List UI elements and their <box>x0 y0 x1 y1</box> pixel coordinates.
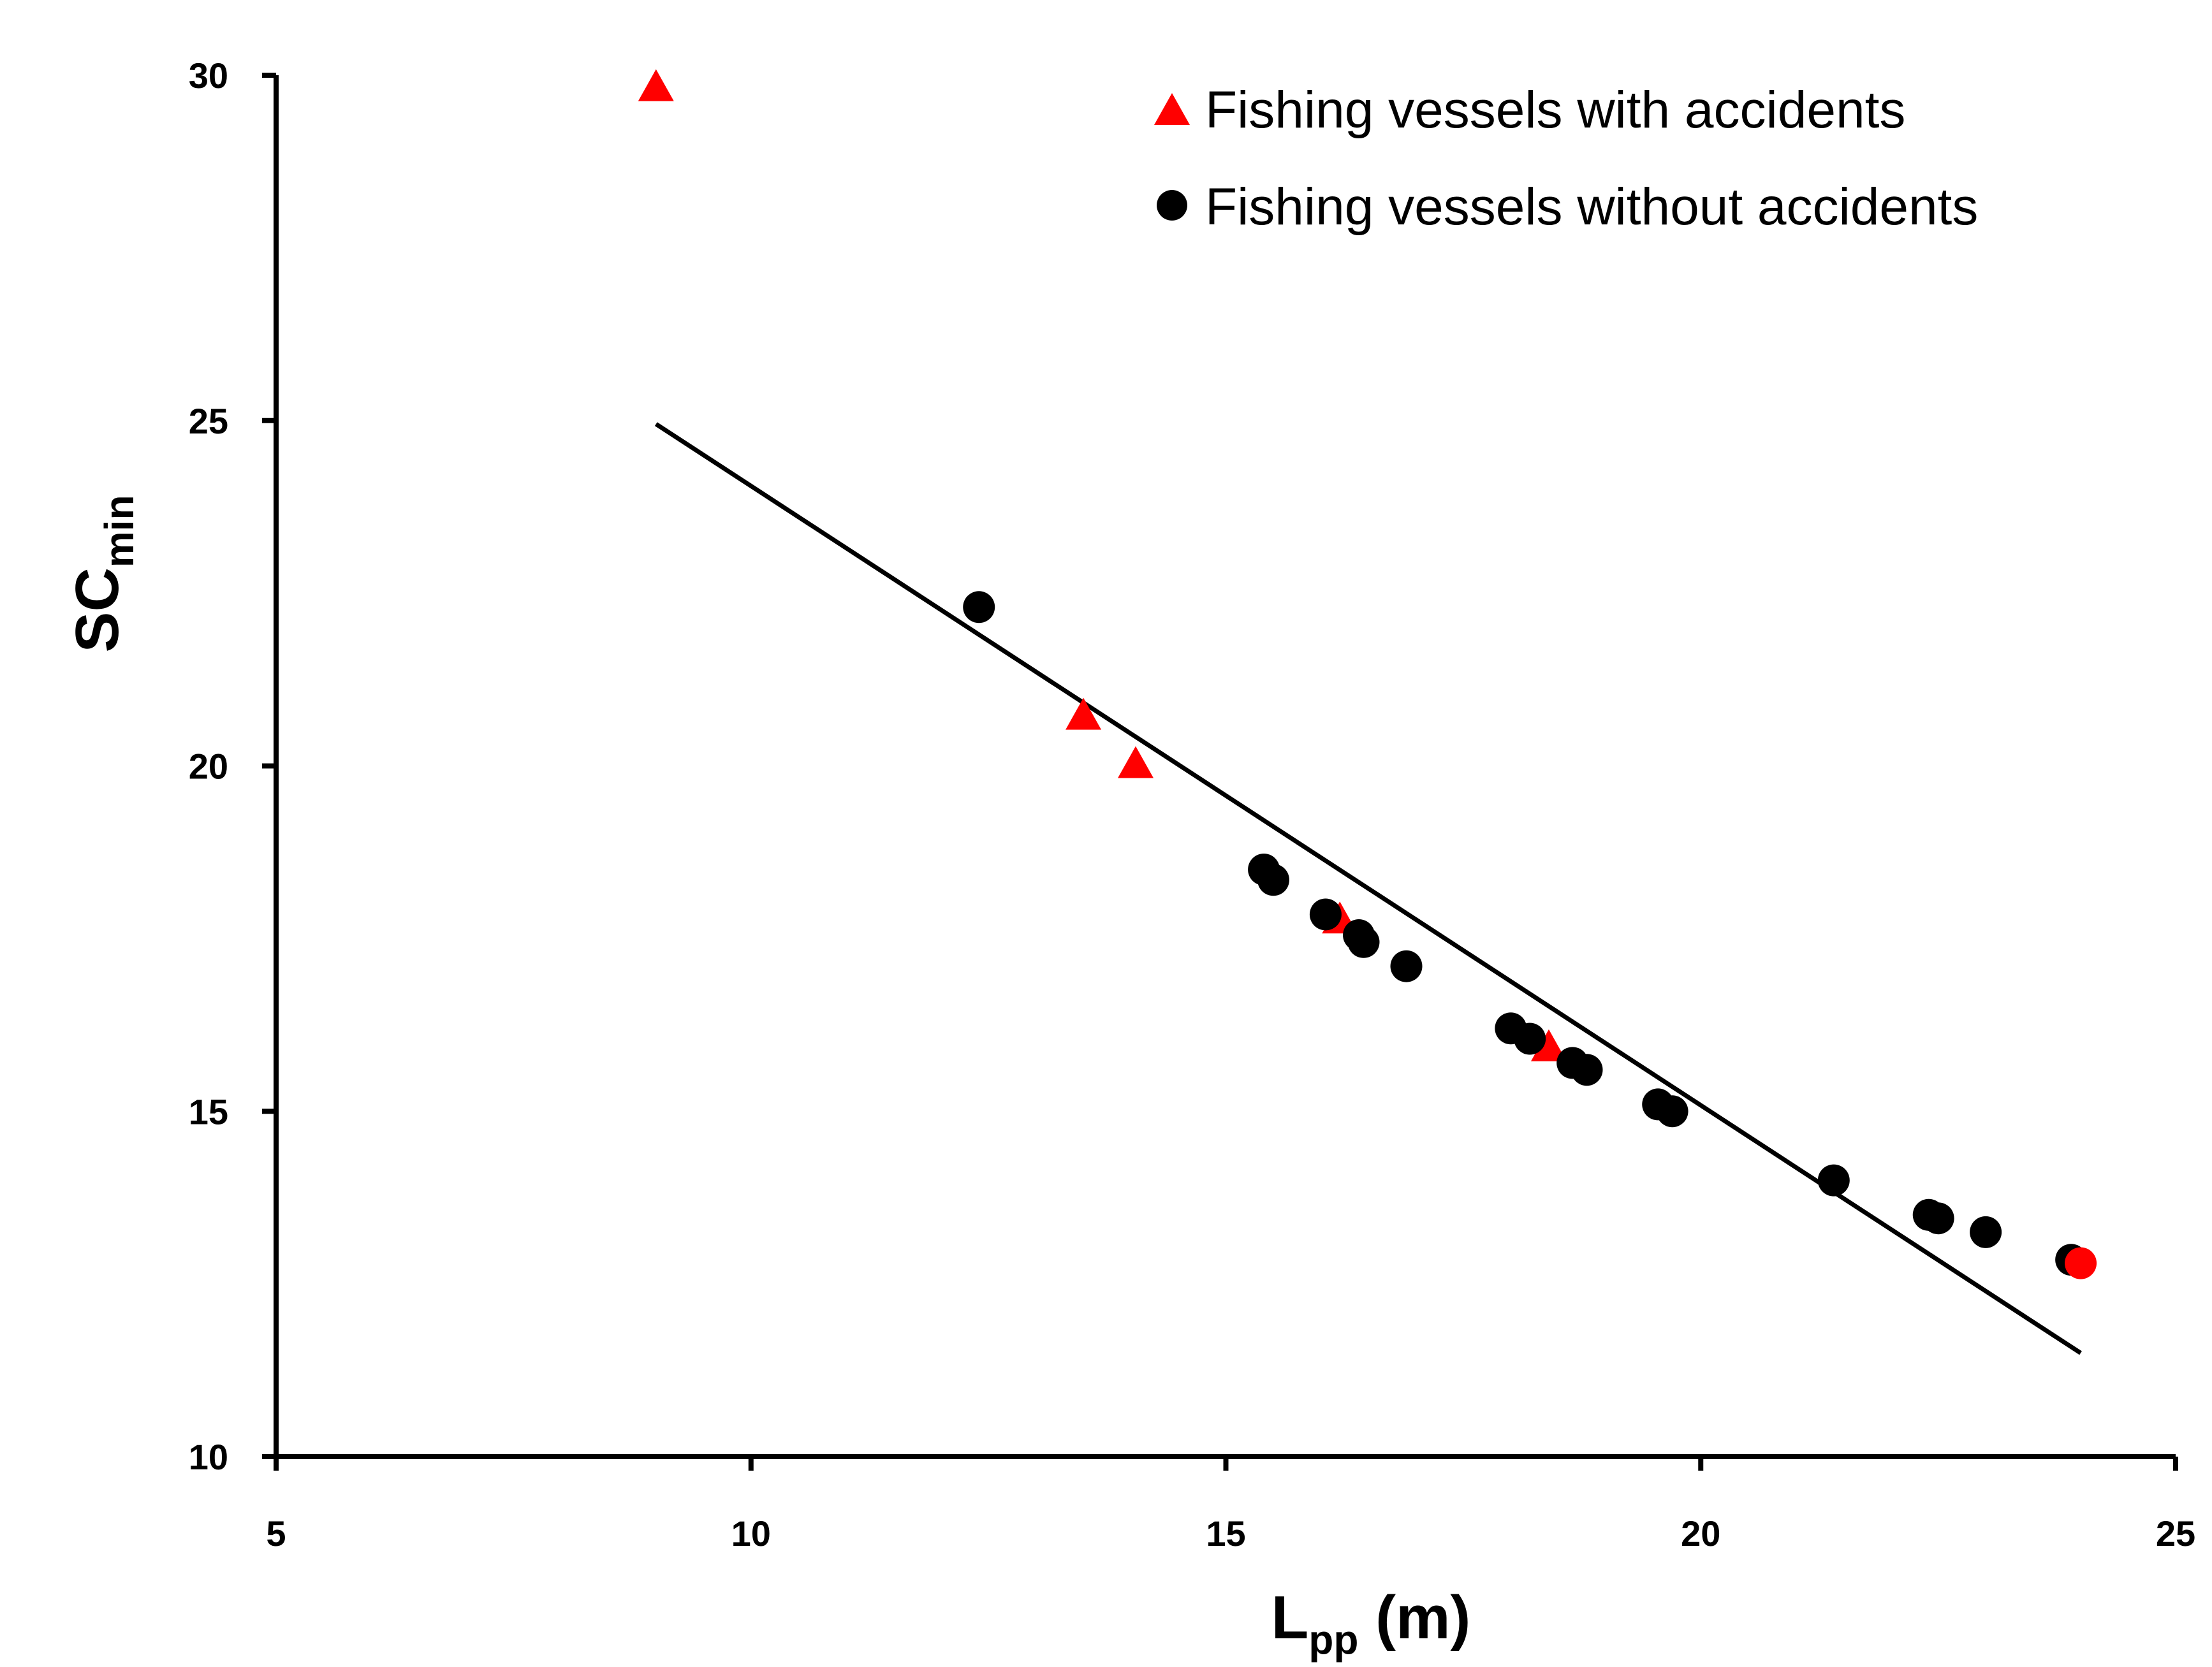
data-point-accident <box>638 69 674 101</box>
data-point-no-accident <box>1309 898 1342 931</box>
x-axis-title-sub: pp <box>1308 1617 1358 1663</box>
axes <box>274 75 2176 1459</box>
legend-label-no-accidents: Fishing vessels without accidents <box>1205 178 1978 236</box>
y-tick-label: 30 <box>189 55 228 96</box>
y-tick-label: 10 <box>189 1437 228 1477</box>
x-tick-label: 5 <box>266 1513 286 1554</box>
x-axis-title-main: L <box>1271 1583 1309 1652</box>
legend: Fishing vessels with accidents Fishing v… <box>1154 81 1978 236</box>
trendline <box>654 422 2082 1355</box>
data-point-no-accident <box>1656 1095 1688 1128</box>
x-tick-label: 20 <box>1681 1513 1720 1554</box>
legend-marker-accidents <box>1154 93 1190 125</box>
y-axis-title-main: SC <box>63 567 131 652</box>
data-point-no-accident <box>963 591 995 623</box>
data-point-no-accident <box>1347 926 1380 958</box>
data-point-no-accident <box>1970 1216 2002 1248</box>
data-point-no-accident <box>1571 1054 1603 1086</box>
data-point-no-accident <box>1390 950 1423 982</box>
y-axis-title: SCmin <box>63 495 142 652</box>
data-point-accident <box>1530 1029 1567 1061</box>
trendline-group <box>654 422 2082 1355</box>
x-tick-label: 10 <box>731 1513 771 1554</box>
data-points <box>638 69 2097 1279</box>
data-point-no-accident <box>1817 1164 1850 1197</box>
x-axis-title: Lpp (m) <box>1271 1583 1471 1663</box>
data-point-no-accident <box>1922 1202 1954 1235</box>
y-tick-label: 20 <box>189 746 228 787</box>
data-point-highlighted <box>2065 1247 2097 1279</box>
data-point-accident <box>1066 697 1102 730</box>
x-axis-title-suffix: (m) <box>1358 1583 1470 1652</box>
data-point-accident <box>1117 746 1154 778</box>
y-tick-label: 25 <box>189 401 228 441</box>
x-tick-label: 25 <box>2156 1513 2195 1554</box>
data-point-no-accident <box>1514 1023 1546 1055</box>
ticks: 10 15 20 25 30 5 10 15 20 25 <box>189 55 2195 1554</box>
data-point-no-accident <box>1257 864 1289 896</box>
y-axis-title-sub: min <box>96 495 142 567</box>
legend-label-accidents: Fishing vessels with accidents <box>1205 81 1905 139</box>
x-tick-label: 15 <box>1206 1513 1245 1554</box>
y-tick-label: 15 <box>189 1091 228 1132</box>
legend-marker-no-accidents <box>1157 190 1187 221</box>
